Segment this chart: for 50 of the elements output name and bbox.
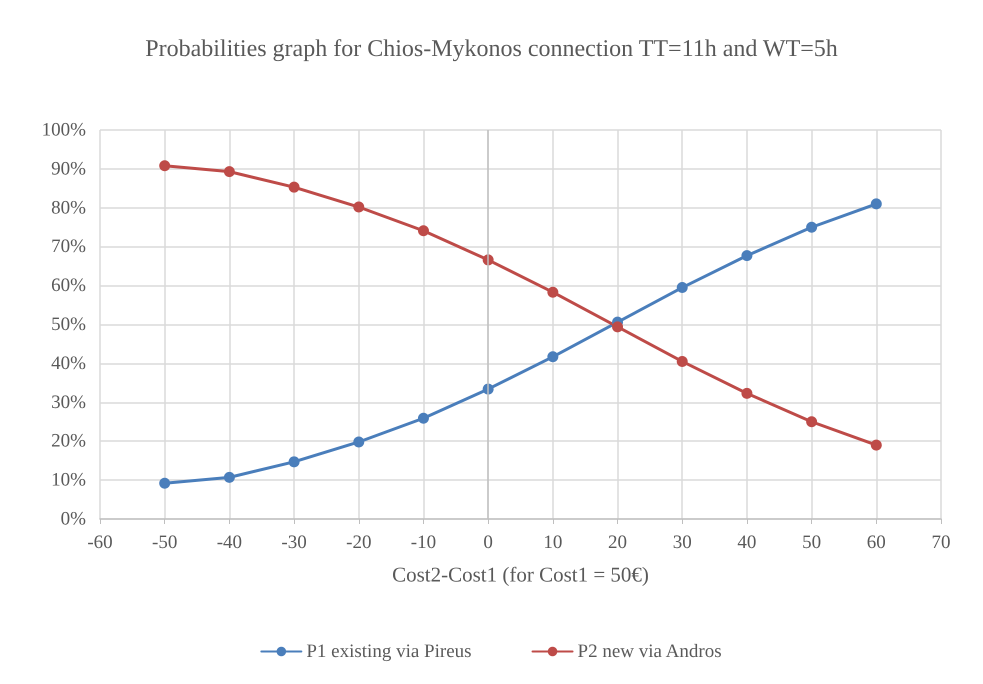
y-tick-label: 60% xyxy=(51,275,86,296)
point xyxy=(418,412,429,424)
point xyxy=(547,351,558,362)
point xyxy=(741,250,752,262)
point xyxy=(870,198,882,210)
y-tick-label: 40% xyxy=(51,352,86,374)
legend-label: P1 existing via Pireus xyxy=(306,641,472,662)
point xyxy=(870,440,882,451)
chart-title: Probabilities graph for Chios-Mykonos connection TT=11h and WT=5h xyxy=(145,36,838,62)
point xyxy=(353,436,364,448)
point xyxy=(418,225,429,236)
x-tick-label: 40 xyxy=(737,532,756,553)
x-tick-label: 70 xyxy=(932,532,950,553)
y-tick-label: 100% xyxy=(42,120,86,140)
y-tick-label: 50% xyxy=(51,314,86,335)
x-tick-label: -40 xyxy=(216,532,242,553)
x-axis-title: Cost2-Cost1 (for Cost1 = 50€) xyxy=(392,562,649,586)
x-tick-label: -20 xyxy=(346,532,372,553)
y-tick-label: 0% xyxy=(60,508,86,530)
point xyxy=(612,321,624,332)
point xyxy=(224,166,235,178)
x-tick-label: 20 xyxy=(608,532,628,553)
x-tick-label: -30 xyxy=(281,532,307,553)
y-tick-label: 10% xyxy=(51,470,86,491)
point xyxy=(224,472,235,483)
y-tick-label: 30% xyxy=(51,392,86,413)
point xyxy=(806,222,818,233)
point xyxy=(353,202,364,213)
y-tick-label: 80% xyxy=(51,197,86,218)
point xyxy=(676,356,688,367)
x-tick-label: 50 xyxy=(802,532,822,553)
point xyxy=(806,416,818,428)
y-tick-label: 70% xyxy=(51,236,86,258)
x-tick-label: 30 xyxy=(672,532,692,553)
y-tick-label: 90% xyxy=(51,158,86,180)
x-tick-label: 10 xyxy=(543,532,562,553)
point xyxy=(288,456,300,468)
x-tick-label: -60 xyxy=(87,532,113,553)
x-tick-label: -10 xyxy=(410,532,436,553)
y-tick-label: 20% xyxy=(51,430,86,452)
legend-label: P2 new via Andros xyxy=(578,641,722,662)
x-tick-label: 60 xyxy=(866,532,886,553)
point xyxy=(159,478,170,489)
point xyxy=(741,388,752,399)
point xyxy=(159,160,170,172)
point xyxy=(547,286,558,298)
point xyxy=(676,282,688,294)
x-tick-label: 0 xyxy=(483,532,493,553)
point xyxy=(288,182,300,193)
x-tick-label: -50 xyxy=(152,532,178,553)
